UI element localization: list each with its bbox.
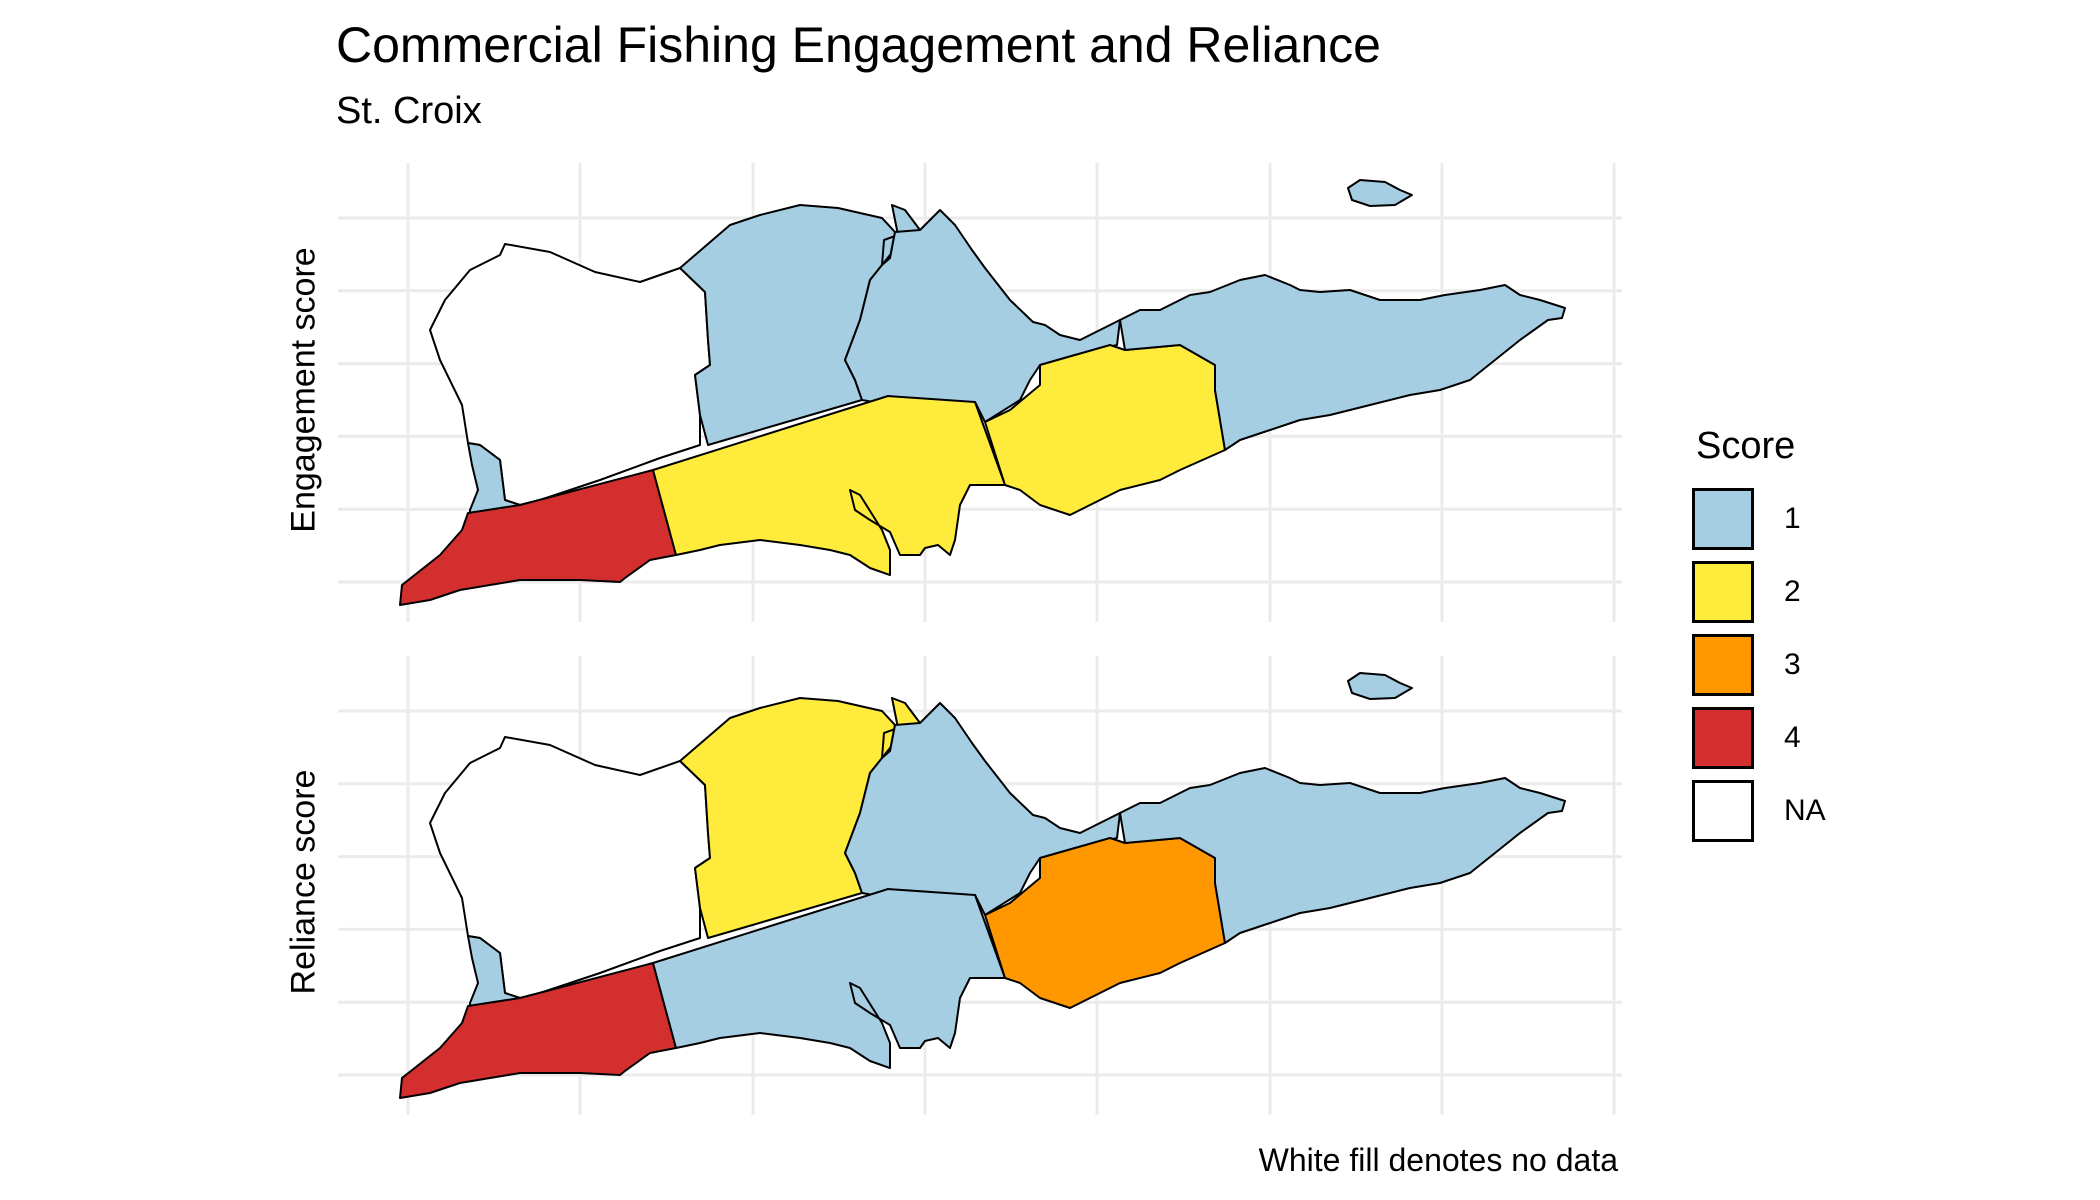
- legend-label: 3: [1784, 647, 1801, 681]
- legend-swatch: [1692, 779, 1754, 842]
- legend-title: Score: [1696, 425, 1796, 467]
- district-east-end: [1119, 767, 1566, 944]
- district-buck-island: [1347, 179, 1413, 207]
- legend-label: 2: [1784, 574, 1801, 608]
- legend-swatch: [1692, 487, 1754, 550]
- legend-item: 3: [1692, 628, 1826, 701]
- chart-subtitle: St. Croix: [336, 90, 482, 132]
- legend-swatch: [1692, 560, 1754, 623]
- legend-item: 2: [1692, 555, 1826, 628]
- legend-item: 4: [1692, 701, 1826, 774]
- legend-label: 1: [1784, 501, 1801, 535]
- district-buck-island: [1347, 672, 1413, 700]
- chart-caption: White fill denotes no data: [1258, 1142, 1618, 1178]
- district-south-central: [652, 888, 1006, 1069]
- legend-swatch: [1692, 633, 1754, 696]
- legend-item: 1: [1692, 482, 1826, 555]
- engagement-map: [338, 163, 1622, 622]
- legend-swatch: [1692, 706, 1754, 769]
- district-east-end: [1119, 274, 1566, 451]
- score-legend: Score 1 2 3 4 NA: [1692, 425, 1826, 847]
- legend-item: NA: [1692, 774, 1826, 847]
- chart-title: Commercial Fishing Engagement and Relian…: [336, 17, 1381, 73]
- legend-label: 4: [1784, 720, 1801, 754]
- district-south-central: [652, 395, 1006, 576]
- legend-label: NA: [1784, 793, 1826, 827]
- reliance-map: [338, 656, 1622, 1115]
